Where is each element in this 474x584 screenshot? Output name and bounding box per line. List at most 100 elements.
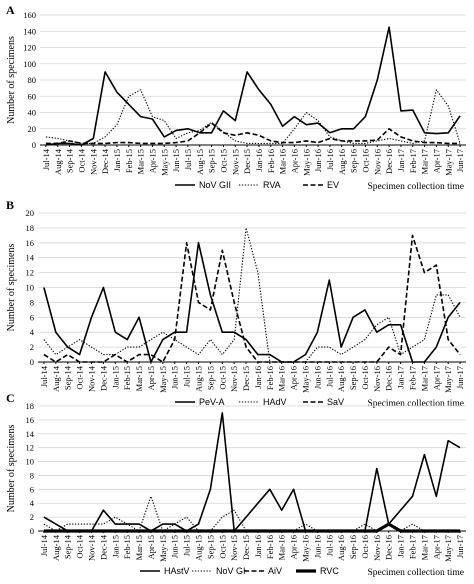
x-tick-label: Aug-15 (194, 535, 204, 561)
x-tick-label: Mar-17 (420, 149, 430, 174)
y-tick-label: 18 (26, 223, 35, 233)
x-tick-label: May-17 (443, 535, 453, 562)
x-tick-label: Sep-15 (207, 149, 217, 173)
y-tick-label: 0 (30, 526, 34, 536)
x-tick-label: Jun-16 (312, 535, 322, 558)
chart-panel-a: A 0 20 40 60 80 100 120 140 160 Number of specimen… (6, 3, 466, 192)
x-tick-label: May-15 (158, 366, 168, 393)
panel-label: A (6, 3, 15, 17)
x-tick-label: Jan-16 (254, 149, 264, 172)
y-tick-label: 120 (23, 43, 36, 53)
y-tick-label: 4 (30, 498, 35, 508)
x-tick-label: Oct-14 (75, 365, 85, 389)
x-tick-label: Jan-15 (112, 149, 122, 172)
x-tick-label: Jan-17 (396, 535, 406, 558)
x-tick-label: Apr-16 (289, 366, 299, 390)
x-tick-label: Sep-16 (349, 149, 359, 173)
x-tick-label: Nov-16 (372, 149, 382, 175)
x-tick-label: Jun-17 (455, 535, 465, 558)
x-tick-label: Nov-14 (87, 534, 97, 561)
chart-panel-b: B 0 2 4 6 8 10 12 14 16 18 20 Number of specimens Jul… (6, 198, 466, 409)
x-tick-label: Oct-15 (218, 149, 228, 173)
x-tick-label: Oct-14 (75, 534, 85, 558)
x-tick-label: Feb-16 (265, 535, 275, 559)
y-tick-label: 8 (30, 297, 34, 307)
x-tick-label: Dec-14 (100, 148, 110, 174)
chart-panel-c: C 0 2 4 6 8 10 12 14 16 18 Number of specimens Jul-1… (6, 391, 466, 578)
series-line-nov-gii (45, 26, 461, 146)
x-tick-label: Jun-15 (171, 149, 181, 172)
x-tick-label: Jan-17 (396, 366, 406, 389)
x-tick-label: Mar-16 (277, 366, 287, 391)
x-tick-label: Aug-16 (337, 149, 347, 175)
x-tick-label: Apr-17 (431, 149, 441, 173)
x-tick-label: Feb-17 (408, 149, 418, 173)
x-tick-label: Dec-16 (384, 366, 394, 391)
x-tick-label: Feb-15 (122, 366, 132, 390)
y-tick-label: 20 (26, 208, 35, 218)
x-tick-label: Apr-15 (146, 535, 156, 559)
y-tick-label: 8 (30, 470, 34, 480)
x-tick-label: May-16 (301, 149, 311, 176)
y-tick-label: 0 (30, 357, 34, 367)
x-tick-label: Jul-16 (325, 149, 335, 170)
x-tick-label: Feb-15 (124, 149, 134, 173)
x-tick-label: Jul-15 (182, 366, 192, 387)
x-tick-label: Sep-15 (205, 535, 215, 559)
x-tick-label: Sep-14 (65, 148, 75, 173)
x-tick-label: Nov-16 (372, 535, 382, 561)
x-tick-label: Aug-15 (195, 149, 205, 175)
x-tick-label: Aug-16 (336, 366, 346, 392)
x-tick-label: Nov-15 (229, 535, 239, 561)
x-tick-label: Jan-17 (396, 149, 406, 172)
y-tick-label: 60 (28, 91, 37, 101)
x-tick-label: Mar-17 (419, 535, 429, 560)
x-tick-label: Sep-14 (63, 534, 73, 559)
y-tick-label: 2 (30, 342, 34, 352)
x-tick-label: Sep-14 (63, 365, 73, 390)
y-axis-title: Number of specimens (6, 425, 17, 513)
legend-label: SaV (327, 397, 344, 407)
y-tick-label: 140 (23, 26, 36, 36)
x-tick-label: Jan-16 (253, 366, 263, 389)
x-tick-label: Oct-16 (360, 149, 370, 173)
x-tick-label: Oct-16 (360, 535, 370, 559)
x-tick-label: Feb-16 (266, 149, 276, 173)
legend-label: NoV GII (199, 180, 231, 190)
y-tick-label: 20 (28, 124, 37, 134)
x-tick-label: Sep-16 (348, 366, 358, 390)
x-tick-label: Nov-14 (87, 365, 97, 392)
x-tick-label: Mar-15 (134, 366, 144, 391)
x-tick-label: Oct-15 (217, 366, 227, 390)
x-tick-label: Apr-16 (289, 535, 299, 559)
y-tick-label: 80 (28, 75, 37, 85)
x-tick-label: Jul-15 (182, 535, 192, 556)
y-tick-label: 16 (26, 415, 35, 425)
x-tick-label: Aug-14 (51, 365, 61, 392)
x-tick-label: Feb-17 (408, 535, 418, 559)
x-tick-label: Mar-15 (136, 149, 146, 174)
legend-label: HAdV (263, 397, 287, 407)
series-line-ev (45, 122, 461, 145)
x-tick-label: May-16 (301, 366, 311, 393)
legend-label: EV (327, 180, 339, 190)
series-line-rvc (43, 522, 461, 533)
y-tick-label: 10 (26, 283, 35, 293)
y-tick-label: 14 (26, 253, 35, 263)
x-tick-label: Jul-16 (324, 366, 334, 387)
x-tick-label: May-17 (443, 366, 453, 393)
y-tick-label: 10 (26, 457, 35, 467)
x-tick-label: Apr-17 (431, 535, 441, 559)
x-tick-label: Oct-14 (76, 148, 86, 172)
x-tick-label: Dec-16 (384, 535, 394, 560)
x-tick-label: Aug-15 (194, 366, 204, 392)
y-tick-label: 2 (30, 512, 34, 522)
x-tick-label: Aug-14 (53, 148, 63, 175)
y-tick-label: 4 (30, 327, 35, 337)
x-tick-label: Sep-16 (348, 535, 358, 559)
x-tick-label: Jan-15 (110, 535, 120, 558)
x-tick-label: Jan-15 (110, 366, 120, 389)
x-tick-label: Jul-14 (41, 148, 51, 170)
x-tick-label: Oct-15 (217, 535, 227, 559)
